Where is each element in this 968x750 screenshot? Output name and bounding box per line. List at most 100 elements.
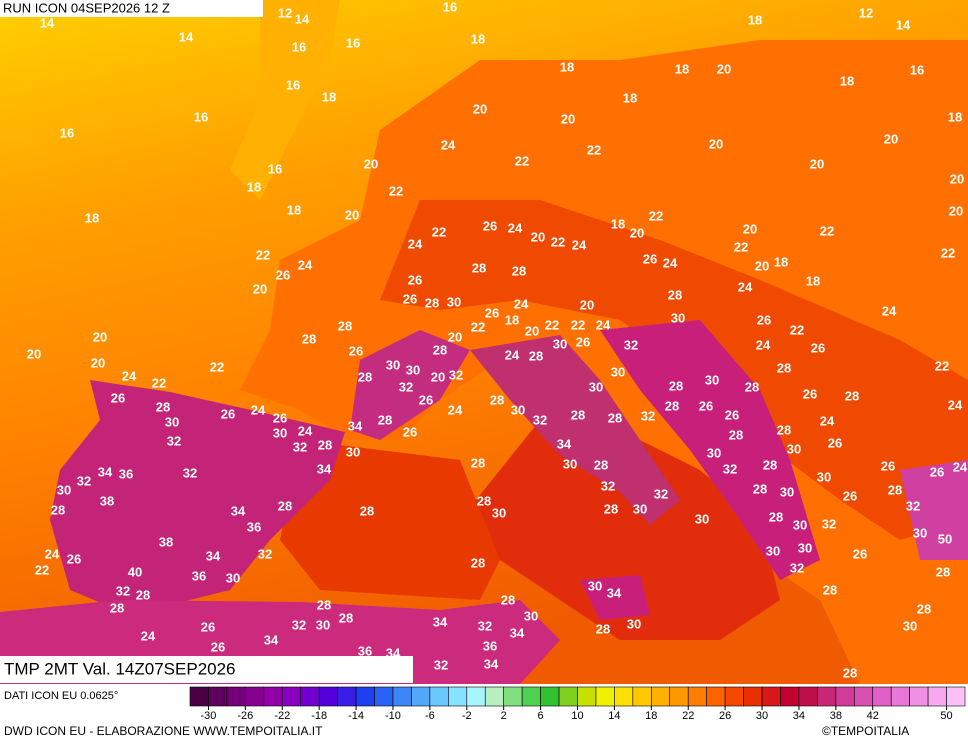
temperature-label: 32 bbox=[601, 478, 615, 493]
temperature-label: 24 bbox=[663, 255, 678, 270]
temperature-label: 14 bbox=[40, 15, 55, 30]
colorbar-swatch bbox=[374, 686, 394, 707]
temperature-label: 28 bbox=[278, 498, 292, 513]
temperature-label: 30 bbox=[611, 364, 625, 379]
colorbar-swatch bbox=[208, 686, 228, 707]
colorbar-swatch bbox=[411, 686, 431, 707]
temperature-label: 18 bbox=[471, 31, 485, 46]
temperature-label: 30 bbox=[316, 617, 330, 632]
temperature-label: 20 bbox=[253, 281, 267, 296]
temperature-label: 34 bbox=[348, 418, 363, 433]
temperature-label: 20 bbox=[950, 171, 964, 186]
colorbar-swatch bbox=[355, 686, 375, 707]
temperature-label: 28 bbox=[471, 455, 485, 470]
temperature-label: 38 bbox=[159, 534, 173, 549]
temperature-label: 26 bbox=[853, 546, 867, 561]
colorbar-tick-label: 50 bbox=[940, 710, 952, 722]
temperature-label: 30 bbox=[766, 543, 780, 558]
temperature-label: 14 bbox=[179, 29, 194, 44]
colorbar-swatch bbox=[281, 686, 302, 707]
colorbar-swatch bbox=[484, 686, 504, 707]
temperature-label: 22 bbox=[941, 245, 955, 260]
colorbar-swatch bbox=[687, 686, 707, 707]
temperature-label: 22 bbox=[152, 375, 166, 390]
colorbar-tick-label: 34 bbox=[793, 710, 805, 722]
temperature-label: 16 bbox=[194, 109, 208, 124]
temperature-label: 30 bbox=[273, 425, 287, 440]
temperature-label: 26 bbox=[403, 291, 417, 306]
colorbar-swatch bbox=[595, 686, 615, 707]
temperature-label: 26 bbox=[201, 619, 215, 634]
temperature-label: 34 bbox=[98, 464, 113, 479]
temperature-label: 28 bbox=[594, 457, 608, 472]
temperature-label: 34 bbox=[433, 614, 448, 629]
colorbar-tick-label: 42 bbox=[867, 710, 879, 722]
temperature-label: 20 bbox=[531, 229, 545, 244]
temperature-label: 24 bbox=[948, 397, 963, 412]
temperature-label: 26 bbox=[757, 312, 771, 327]
temperature-label: 18 bbox=[748, 12, 762, 27]
temperature-label: 28 bbox=[110, 600, 124, 615]
temperature-label: 20 bbox=[743, 221, 757, 236]
temperature-label: 50 bbox=[938, 531, 952, 546]
temperature-label: 32 bbox=[449, 367, 463, 382]
temperature-label: 30 bbox=[346, 444, 360, 459]
temperature-label: 26 bbox=[403, 424, 417, 439]
colorbar-swatch bbox=[466, 686, 486, 707]
temperature-label: 28 bbox=[360, 503, 374, 518]
temperature-label: 28 bbox=[729, 427, 743, 442]
temperature-label: 30 bbox=[226, 570, 240, 585]
temperature-label: 30 bbox=[406, 362, 420, 377]
temperature-label: 24 bbox=[738, 279, 753, 294]
colorbar-tick-label: 30 bbox=[756, 710, 768, 722]
temperature-label: 16 bbox=[286, 77, 300, 92]
temperature-label: 36 bbox=[247, 519, 261, 534]
temperature-label: 18 bbox=[806, 273, 820, 288]
temperature-label: 30 bbox=[447, 294, 461, 309]
temperature-label: 32 bbox=[624, 337, 638, 352]
temperature-label: 24 bbox=[298, 423, 313, 438]
colorbar-tick-label: -26 bbox=[237, 710, 253, 722]
temperature-label: 32 bbox=[258, 546, 272, 561]
temperature-label: 20 bbox=[630, 225, 644, 240]
temperature-label: 26 bbox=[811, 340, 825, 355]
temperature-label: 28 bbox=[745, 379, 759, 394]
temperature-label: 40 bbox=[128, 564, 142, 579]
temperature-label: 20 bbox=[810, 156, 824, 171]
temperature-label: 32 bbox=[183, 465, 197, 480]
temperature-label: 34 bbox=[557, 436, 572, 451]
temperature-label: 36 bbox=[483, 638, 497, 653]
temperature-label: 32 bbox=[641, 408, 655, 423]
temperature-label: 32 bbox=[167, 433, 181, 448]
temperature-label: 22 bbox=[551, 234, 565, 249]
colorbar-swatch bbox=[909, 686, 929, 707]
temperature-label: 26 bbox=[67, 551, 81, 566]
temperature-label: 30 bbox=[780, 484, 794, 499]
colorbar-swatch bbox=[817, 686, 837, 707]
temperature-label: 28 bbox=[571, 407, 585, 422]
temperature-label: 24 bbox=[298, 257, 313, 272]
colorbar-tick-label: -14 bbox=[348, 710, 364, 722]
temperature-label: 28 bbox=[338, 318, 352, 333]
temperature-label: 14 bbox=[295, 11, 310, 26]
temperature-label: 34 bbox=[510, 625, 525, 640]
colorbar-swatch bbox=[245, 686, 265, 707]
temperature-label: 30 bbox=[563, 456, 577, 471]
colorbar-swatch bbox=[872, 686, 892, 707]
colorbar-tick-label: -10 bbox=[385, 710, 401, 722]
colorbar-swatch bbox=[853, 686, 874, 707]
temperature-label: 30 bbox=[553, 336, 567, 351]
temperature-label: 22 bbox=[649, 208, 663, 223]
temperature-label: 20 bbox=[709, 136, 723, 151]
temperature-label: 34 bbox=[231, 503, 246, 518]
temperature-label: 30 bbox=[913, 525, 927, 540]
colorbar-swatch bbox=[226, 686, 246, 707]
temperature-label: 38 bbox=[100, 493, 114, 508]
temperature-label: 28 bbox=[51, 502, 65, 517]
temperature-label: 28 bbox=[318, 437, 332, 452]
temperature-label: 28 bbox=[529, 348, 543, 363]
temperature-label: 26 bbox=[576, 334, 590, 349]
temperature-label: 18 bbox=[85, 210, 99, 225]
temperature-label: 28 bbox=[425, 295, 439, 310]
